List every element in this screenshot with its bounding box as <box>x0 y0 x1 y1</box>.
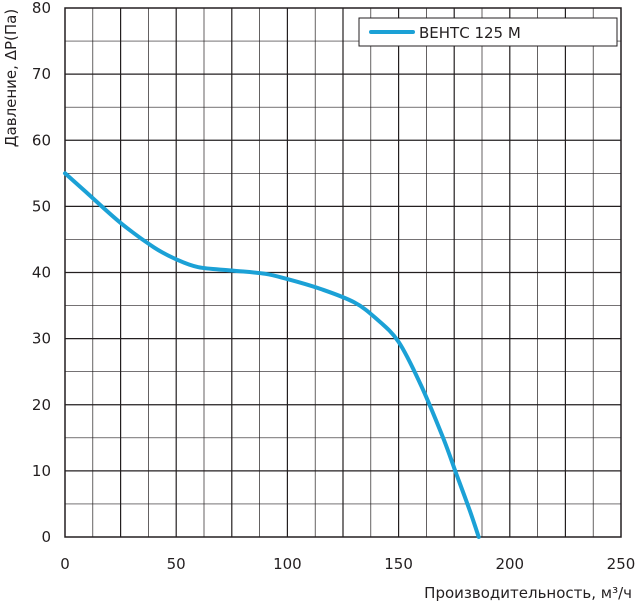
x-tick-label: 200 <box>495 555 524 573</box>
y-axis-label: Давление, ΔР(Па) <box>2 9 20 147</box>
x-tick-label: 250 <box>607 555 636 573</box>
x-tick-label: 150 <box>384 555 413 573</box>
y-tick-label: 10 <box>32 462 51 480</box>
x-tick-label: 0 <box>60 555 70 573</box>
y-axis-ticks: 0 10 20 30 40 50 60 70 80 <box>32 0 51 546</box>
y-tick-label: 30 <box>32 330 51 348</box>
x-tick-label: 50 <box>167 555 186 573</box>
legend: ВЕНТС 125 М <box>358 17 618 47</box>
x-axis-ticks: 0 50 100 150 200 250 <box>60 555 635 573</box>
legend-box <box>358 17 618 47</box>
y-tick-label: 80 <box>32 0 51 17</box>
y-tick-label: 40 <box>32 264 51 282</box>
y-tick-label: 50 <box>32 197 51 215</box>
y-tick-label: 70 <box>32 65 51 83</box>
series-line <box>63 171 481 539</box>
x-tick-label: 100 <box>273 555 302 573</box>
y-tick-label: 60 <box>32 131 51 149</box>
plot-frame <box>64 7 622 538</box>
y-tick-label: 0 <box>41 528 51 546</box>
legend-label: ВЕНТС 125 М <box>419 24 521 42</box>
x-axis-label: Производительность, м³/ч <box>424 584 632 602</box>
y-tick-label: 20 <box>32 396 51 414</box>
series-layer <box>63 171 481 539</box>
grid <box>65 8 621 537</box>
